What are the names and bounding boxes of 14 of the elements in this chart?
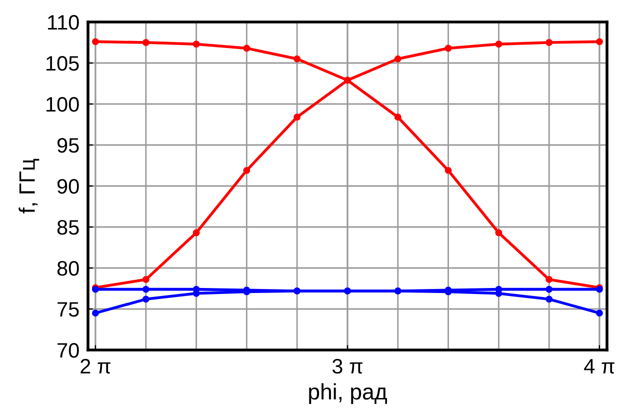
y-tick-label: 75: [58, 302, 79, 317]
y-tick-label: 70: [58, 343, 79, 358]
y-tick-label: 95: [57, 138, 79, 153]
y-tick-label: 105: [46, 56, 79, 71]
y-tick-label: 110: [48, 15, 79, 30]
y-tick-label: 80: [57, 261, 79, 276]
x-tick-label: 4 π: [584, 359, 614, 374]
y-tick-label: 85: [57, 220, 79, 235]
y-axis-title: f, ГГц: [18, 158, 40, 214]
x-tick-label: 3 π: [332, 358, 362, 374]
x-axis-title: phi, рад: [309, 383, 387, 404]
y-tick-label: 90: [57, 179, 79, 194]
y-tick-label: 100: [46, 97, 79, 112]
x-tick-label: 2 π: [80, 358, 110, 374]
